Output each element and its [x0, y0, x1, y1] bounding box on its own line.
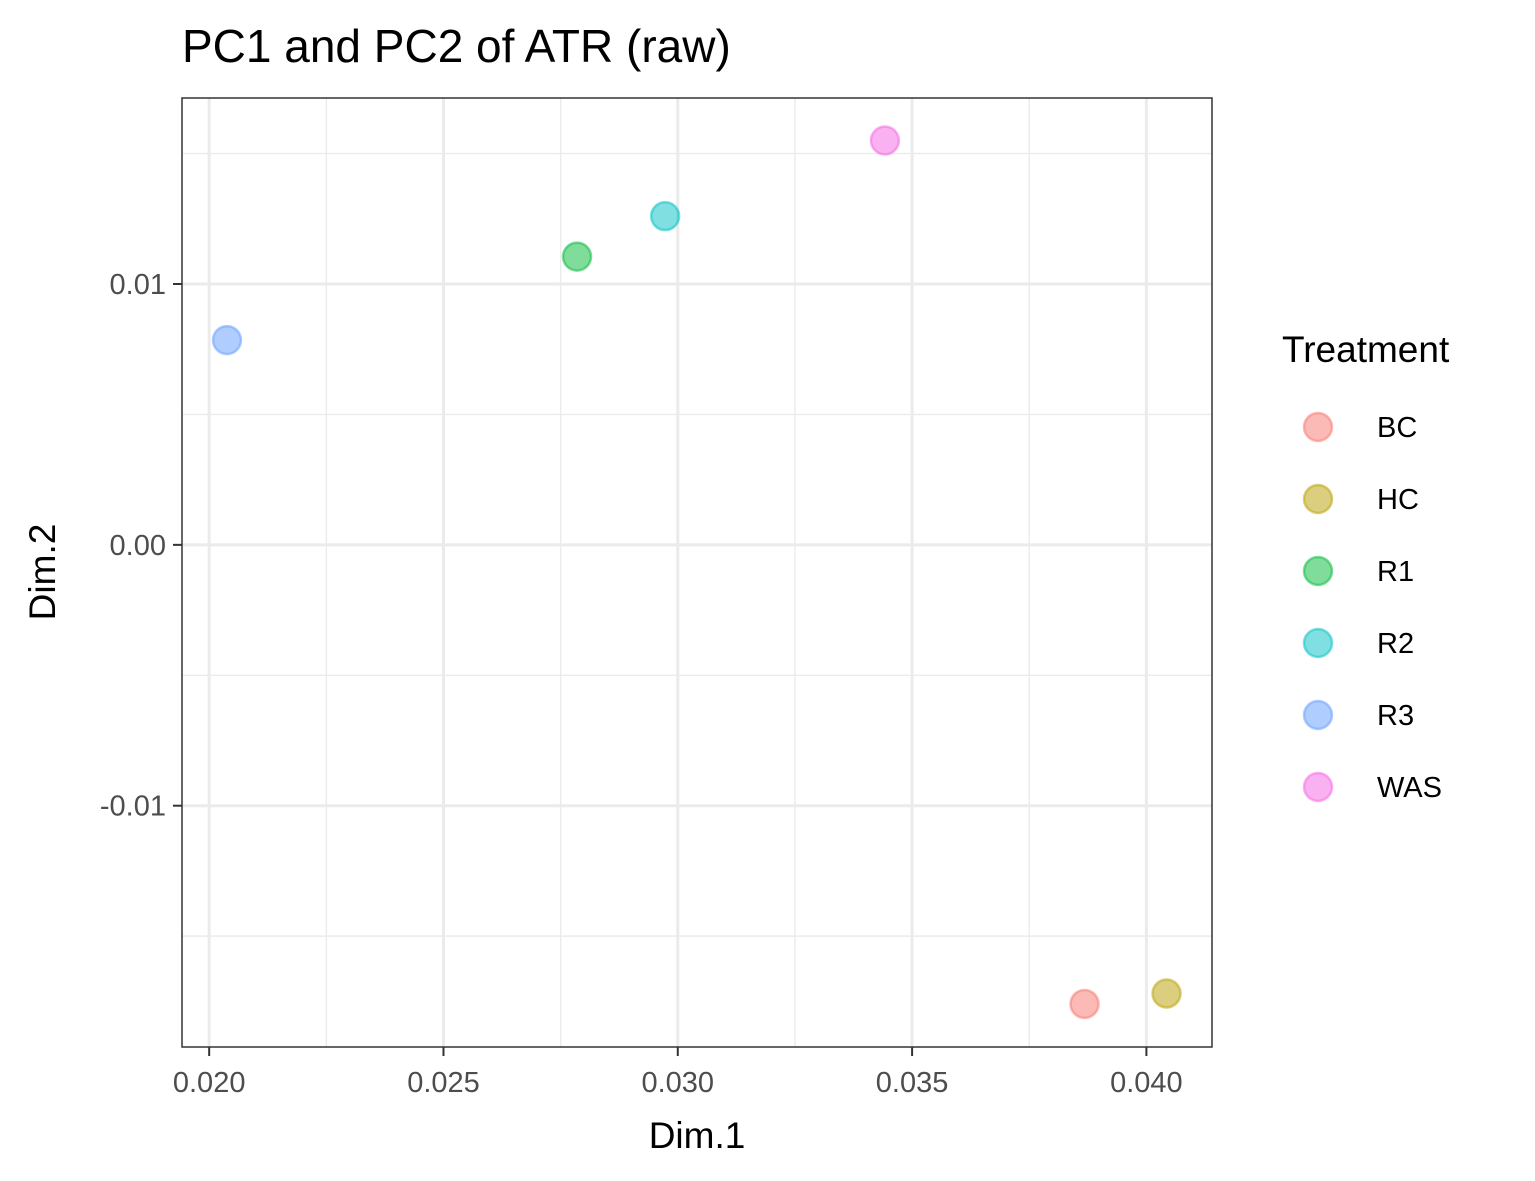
- legend-key-r1: [1302, 555, 1334, 587]
- legend-label-bc: BC: [1377, 412, 1417, 444]
- legend-title: Treatment: [1282, 329, 1450, 370]
- y-tick-label: 0.01: [110, 269, 166, 301]
- legend-label-r3: R3: [1377, 700, 1414, 732]
- y-axis-title: Dim.2: [22, 524, 63, 621]
- x-tick-label: 0.040: [1110, 1067, 1183, 1099]
- legend-label-was: WAS: [1377, 772, 1442, 804]
- point-r2: [649, 200, 681, 232]
- legend-label-r2: R2: [1377, 628, 1414, 660]
- x-tick-label: 0.030: [641, 1067, 714, 1099]
- grid-major: [182, 98, 1212, 1047]
- y-tick-label: -0.01: [100, 791, 166, 823]
- point-r1: [561, 241, 593, 272]
- legend: Treatment BC HC R1 R2 R3 WAS: [1282, 329, 1450, 804]
- point-bc: [1069, 988, 1100, 1020]
- y-axis: -0.01 0.00 0.01: [100, 269, 182, 823]
- chart-title: PC1 and PC2 of ATR (raw): [182, 20, 731, 72]
- y-tick-label: 0.00: [110, 530, 166, 562]
- point-hc: [1151, 978, 1182, 1009]
- point-was: [869, 125, 901, 156]
- x-tick-label: 0.020: [173, 1067, 246, 1099]
- legend-key-hc: [1302, 483, 1334, 515]
- legend-items: BC HC R1 R2 R3 WAS: [1302, 411, 1442, 804]
- legend-label-hc: HC: [1377, 484, 1419, 516]
- point-r3: [211, 324, 243, 356]
- legend-key-r2: [1302, 627, 1334, 659]
- legend-key-was: [1302, 771, 1334, 803]
- x-tick-label: 0.035: [876, 1067, 949, 1099]
- data-points: [211, 125, 1182, 1020]
- legend-label-r1: R1: [1377, 556, 1414, 588]
- legend-key-bc: [1302, 411, 1334, 443]
- legend-key-r3: [1302, 699, 1334, 731]
- panel-border: [181, 97, 1213, 1048]
- x-axis: 0.020 0.025 0.030 0.035 0.040: [173, 1047, 1183, 1099]
- x-axis-title: Dim.1: [649, 1115, 746, 1156]
- x-tick-label: 0.025: [407, 1067, 480, 1099]
- grid-minor: [182, 98, 1212, 1047]
